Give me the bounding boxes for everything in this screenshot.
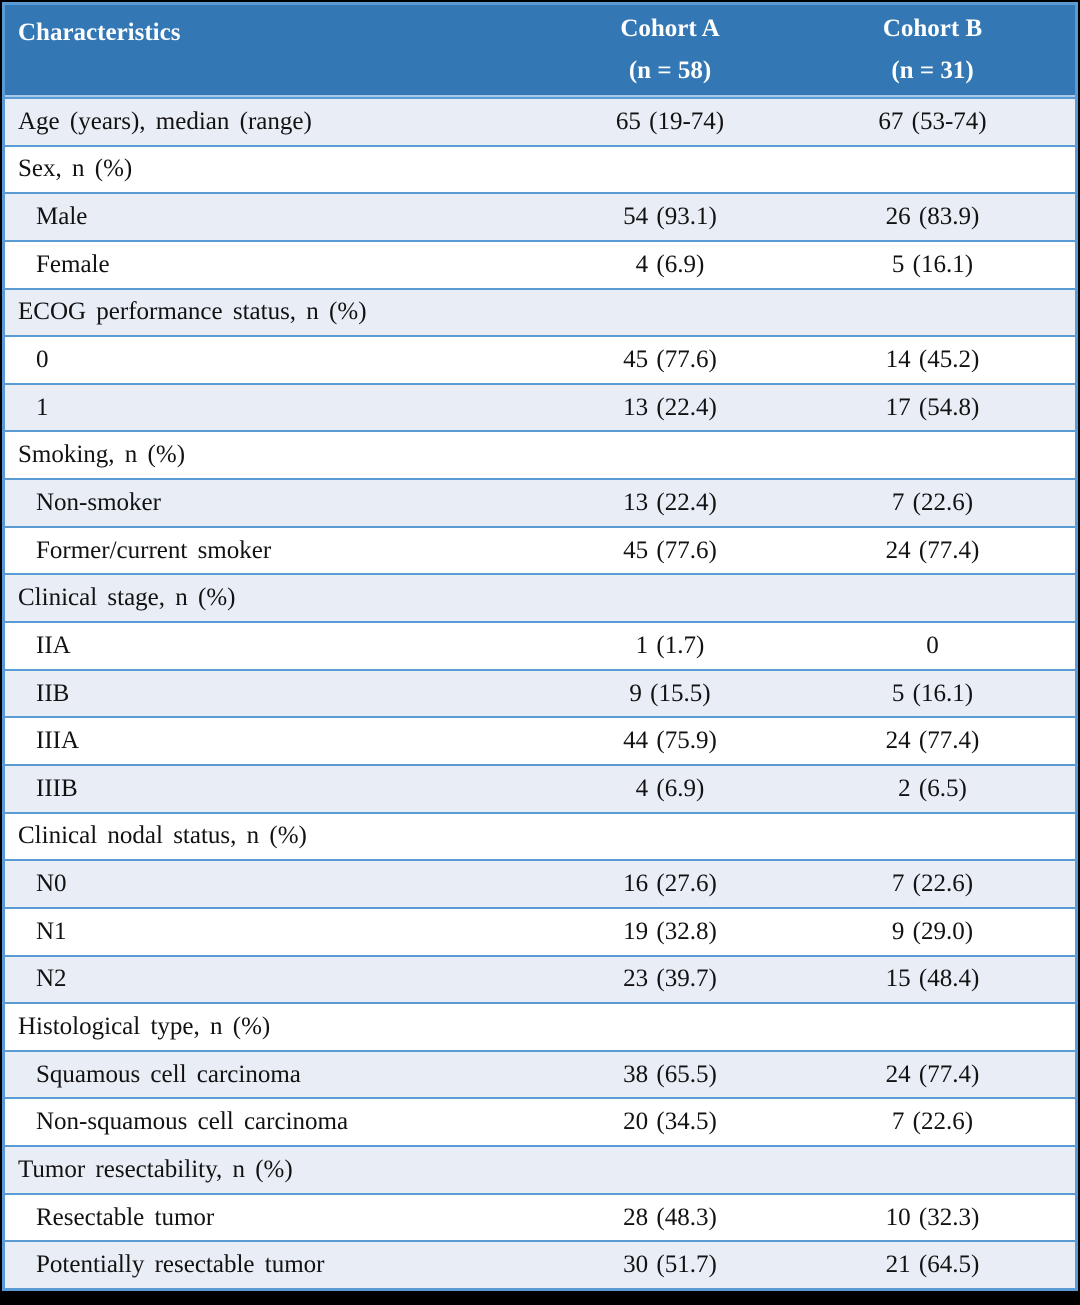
cohort-a-value: 4 (6.9) — [635, 774, 705, 802]
cohort-a-value: 38 (65.5) — [623, 1060, 717, 1088]
cohort-b-value: 24 (77.4) — [885, 536, 980, 564]
cohort-a-value: 20 (34.5) — [623, 1108, 717, 1136]
table-row: Female 4 (6.9) 5 (16.1) — [5, 239, 1075, 288]
table-row: Sex, n (%) — [5, 144, 1075, 193]
cohort-a-value: 30 (51.7) — [623, 1251, 717, 1279]
row-label: Smoking, n (%) — [18, 441, 186, 469]
header-cohort-b-name: Cohort B — [882, 15, 983, 42]
row-label: Sex, n (%) — [18, 155, 133, 183]
row-label: Tumor resectability, n (%) — [18, 1155, 293, 1183]
table-row: ECOG performance status, n (%) — [5, 287, 1075, 336]
row-label: Histological type, n (%) — [18, 1012, 271, 1040]
table-header-row: Characteristics Cohort A (n = 58) Cohort… — [5, 5, 1075, 97]
cohort-a-value: 16 (27.6) — [623, 870, 717, 898]
row-label: Non-squamous cell carcinoma — [36, 1108, 349, 1136]
table-row: IIA 1 (1.7) 0 — [5, 621, 1075, 669]
row-label: IIB — [36, 679, 70, 707]
table-row: Age (years), median (range) 65 (19-74) 67 … — [5, 97, 1075, 145]
table-row: IIIA 44 (75.9) 24 (77.4) — [5, 716, 1075, 764]
cohort-b-value: 5 (16.1) — [891, 679, 974, 707]
cohort-a-value: 44 (75.9) — [623, 727, 717, 755]
table-row: Histological type, n (%) — [5, 1002, 1075, 1050]
table-row: 0 45 (77.6) 14 (45.2) — [5, 335, 1075, 383]
table-row: N1 19 (32.8) 9 (29.0) — [5, 906, 1075, 955]
row-label: Male — [36, 203, 88, 231]
table-row: Squamous cell carcinoma 38 (65.5) 24 (77.4… — [5, 1049, 1075, 1098]
cohort-b-value: 7 (22.6) — [891, 488, 974, 516]
cohort-a-value: 1 (1.7) — [635, 631, 705, 659]
row-label: Clinical nodal status, n (%) — [18, 822, 307, 850]
row-label: Non-smoker — [36, 488, 161, 516]
cohort-a-value: 13 (22.4) — [623, 393, 717, 421]
cohort-a-value: 65 (19-74) — [615, 107, 725, 135]
row-label: 1 — [36, 393, 49, 421]
table-body: Age (years), median (range) 65 (19-74) 67 … — [5, 97, 1075, 1289]
table-row: N0 16 (27.6) 7 (22.6) — [5, 859, 1075, 907]
header-cohort-a-n: (n = 58) — [628, 57, 712, 84]
cohort-b-value: 7 (22.6) — [891, 870, 974, 898]
cohort-a-value: 23 (39.7) — [623, 965, 717, 993]
table-row: Resectable tumor 28 (48.3) 10 (32.3) — [5, 1192, 1075, 1241]
row-label: Female — [36, 250, 110, 278]
row-label: IIIA — [36, 727, 80, 755]
cohort-b-value: 14 (45.2) — [885, 346, 980, 374]
table-row: N2 23 (39.7) 15 (48.4) — [5, 954, 1075, 1003]
cohort-b-value: 26 (83.9) — [885, 203, 980, 231]
cohort-b-value: 0 — [926, 631, 939, 659]
cohort-a-value: 4 (6.9) — [635, 250, 705, 278]
cohort-a-value: 45 (77.6) — [623, 536, 717, 564]
cohort-a-value: 9 (15.5) — [629, 679, 711, 707]
cohort-a-value: 54 (93.1) — [623, 203, 717, 231]
table-row: Clinical nodal status, n (%) — [5, 811, 1075, 860]
table-row: Tumor resectability, n (%) — [5, 1145, 1075, 1193]
cohort-b-value: 24 (77.4) — [885, 727, 980, 755]
table-row: Smoking, n (%) — [5, 430, 1075, 479]
cohort-b-value: 67 (53-74) — [878, 107, 987, 135]
cohort-a-value: 28 (48.3) — [623, 1203, 717, 1231]
row-label: Resectable tumor — [36, 1203, 215, 1231]
row-label: Age (years), median (range) — [18, 107, 312, 135]
cohort-b-value: 21 (64.5) — [885, 1251, 980, 1279]
row-label: Clinical stage, n (%) — [18, 584, 236, 612]
cohort-a-value: 45 (77.6) — [623, 346, 717, 374]
row-label: IIA — [36, 631, 71, 659]
row-label: Squamous cell carcinoma — [36, 1060, 301, 1088]
table-row: Clinical stage, n (%) — [5, 573, 1075, 622]
table-row: Male 54 (93.1) 26 (83.9) — [5, 192, 1075, 240]
row-label: IIIB — [36, 774, 78, 802]
row-label: N2 — [36, 965, 67, 993]
row-label: Potentially resectable tumor — [36, 1251, 325, 1279]
header-cohort-a: Cohort A (n = 58) — [550, 5, 790, 95]
header-cohort-b-n: (n = 31) — [891, 57, 974, 84]
cohort-b-value: 24 (77.4) — [885, 1060, 980, 1088]
cohort-b-value: 17 (54.8) — [885, 393, 980, 421]
row-label: ECOG performance status, n (%) — [18, 298, 367, 326]
cohort-b-value: 10 (32.3) — [885, 1203, 980, 1231]
table-row: Non-smoker 13 (22.4) 7 (22.6) — [5, 478, 1075, 526]
header-characteristics: Characteristics — [18, 19, 181, 46]
table-row: IIIB 4 (6.9) 2 (6.5) — [5, 763, 1075, 812]
cohort-a-value: 19 (32.8) — [623, 917, 717, 945]
cohort-b-value: 9 (29.0) — [891, 917, 974, 945]
row-label: N0 — [36, 870, 67, 898]
table-row: Non-squamous cell carcinoma 20 (34.5) 7 (2… — [5, 1097, 1075, 1146]
cohort-b-value: 5 (16.1) — [891, 250, 974, 278]
row-label: Former/current smoker — [36, 536, 272, 564]
row-label: 0 — [36, 346, 49, 374]
cohort-b-value: 15 (48.4) — [885, 965, 980, 993]
table-row: IIB 9 (15.5) 5 (16.1) — [5, 668, 1075, 717]
header-cohort-a-name: Cohort A — [620, 15, 720, 42]
row-label: N1 — [36, 917, 67, 945]
header-cohort-b: Cohort B (n = 31) — [790, 5, 1075, 95]
cohort-b-value: 7 (22.6) — [891, 1108, 974, 1136]
cohort-b-value: 2 (6.5) — [898, 774, 967, 802]
table-row: 1 13 (22.4) 17 (54.8) — [5, 382, 1075, 431]
table-row: Potentially resectable tumor 30 (51.7) 21 … — [5, 1240, 1075, 1289]
table-row: Former/current smoker 45 (77.6) 24 (77.4) — [5, 525, 1075, 574]
cohort-a-value: 13 (22.4) — [623, 488, 717, 516]
